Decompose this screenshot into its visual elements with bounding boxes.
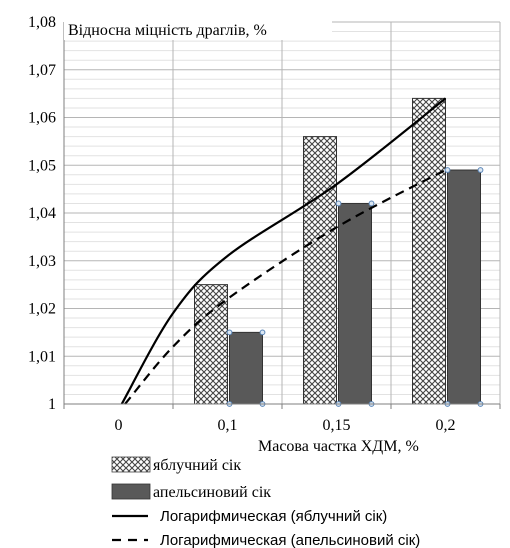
y-tick-label: 1,08 (28, 14, 56, 31)
bar-corner-marker (368, 200, 375, 207)
bar-corner-marker (444, 167, 451, 173)
legend-item-log-orange: Логарифмическая (апельсиновий сік) (112, 532, 420, 548)
x-tick-label: 0,15 (323, 417, 351, 434)
y-axis-ticks: 1 1,01 1,02 1,03 1,04 1,05 1,06 1,07 1,08 (28, 14, 56, 413)
bar-corner-marker (335, 200, 342, 207)
bar-orange-juice (229, 331, 263, 405)
bar-apple-juice (303, 136, 337, 405)
y-tick-label: 1 (48, 396, 56, 413)
bars (194, 97, 484, 407)
title-background (64, 18, 332, 40)
legend-swatch-solid (111, 483, 151, 500)
y-tick-label: 1,05 (28, 157, 56, 174)
trendline-log-orange (124, 169, 447, 405)
x-tick-label: 0,2 (436, 417, 456, 434)
trendlines (120, 97, 447, 405)
chart-title: Відносна міцність драглів, % (68, 22, 267, 39)
axes (63, 22, 501, 409)
trendline-log-apple (120, 97, 447, 405)
y-tick-label: 1,01 (28, 348, 56, 365)
legend-label-log-apple: Логарифмическая (яблучний сік) (160, 508, 387, 525)
y-tick-label: 1,04 (28, 205, 56, 222)
bar-corner-marker (226, 329, 233, 336)
x-tick-label: 0 (115, 417, 123, 434)
legend-label-log-orange: Логарифмическая (апельсиновий сік) (160, 532, 420, 548)
y-tick-label: 1,07 (28, 62, 56, 79)
bar-orange-juice (338, 202, 372, 405)
legend-swatch-crosshatch (111, 456, 151, 473)
bar-apple-juice (412, 97, 446, 405)
x-axis-label: Масова частка ХДМ, % (258, 438, 419, 455)
legend-label-apple: яблучний сік (153, 457, 241, 474)
legend-item-log-apple: Логарифмическая (яблучний сік) (112, 508, 387, 525)
bar-orange-juice (447, 169, 481, 405)
bar-corner-marker (259, 329, 266, 336)
legend-item-orange-juice: апельсиновий сік (111, 483, 271, 501)
legend-label-orange: апельсиновий сік (153, 484, 271, 501)
x-axis-ticks: 0 0,1 0,15 0,2 (115, 417, 456, 434)
y-tick-label: 1,03 (28, 253, 56, 270)
bar-apple-juice (194, 284, 228, 405)
x-tick-label: 0,1 (218, 417, 238, 434)
legend: яблучний сік апельсиновий сік Логарифмич… (111, 456, 420, 548)
y-tick-label: 1,02 (28, 301, 56, 318)
legend-item-apple-juice: яблучний сік (111, 456, 241, 474)
y-tick-label: 1,06 (28, 110, 56, 127)
bar-corner-marker (477, 167, 484, 173)
